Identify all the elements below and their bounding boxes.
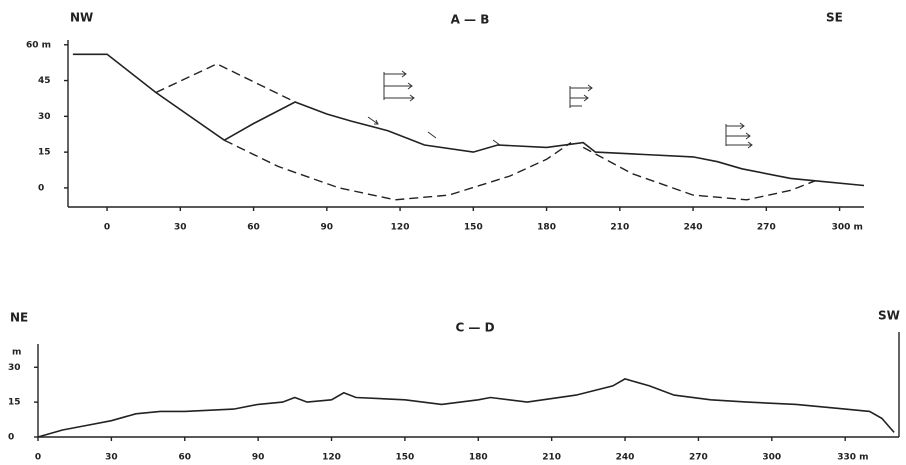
x-tick-label: 150 [464, 223, 483, 233]
left-label: NW [70, 11, 93, 25]
x-tick-label: 240 [616, 453, 635, 463]
y-tick-label: 0 [38, 183, 44, 193]
x-tick-label: 210 [542, 453, 561, 463]
profile-line [582, 146, 816, 201]
y-tick-label: 15 [8, 398, 21, 408]
x-tick-label: 240 [684, 223, 703, 233]
right-label: SE [826, 11, 843, 25]
x-tick-label: 60 [178, 453, 191, 463]
left-label: NE [10, 311, 28, 325]
y-tick-label: 45 [38, 76, 51, 86]
x-tick-label: 270 [689, 453, 708, 463]
x-tick-label: 180 [469, 453, 488, 463]
profile-line [155, 63, 296, 103]
y-tick-label: 30 [8, 363, 21, 373]
x-tick-label: 30 [174, 223, 187, 233]
y-tick-label: 30 [38, 112, 51, 122]
profile-line [37, 378, 895, 438]
x-tick-label: 30 [105, 453, 118, 463]
x-tick-label: 120 [391, 223, 410, 233]
x-tick-label: 150 [396, 453, 415, 463]
y-tick-label: 15 [38, 148, 51, 158]
x-tick-label: 0 [35, 453, 41, 463]
x-tick-label: 270 [757, 223, 776, 233]
x-tick-label: 90 [321, 223, 334, 233]
y-tick-label: 60 m [26, 40, 51, 50]
profile-line [72, 53, 865, 187]
chart-title: C — D [455, 321, 494, 335]
x-tick-label: 120 [322, 453, 341, 463]
x-tick-label: 180 [537, 223, 556, 233]
profile-line [223, 139, 572, 201]
right-label: SW [878, 309, 900, 323]
x-tick-label: 90 [252, 453, 265, 463]
y-axis-label: m [12, 348, 21, 358]
x-tick-label: 330 m [837, 453, 868, 463]
y-tick-label: 0 [8, 433, 14, 443]
x-tick-label: 300 m [832, 223, 863, 233]
x-tick-label: 210 [610, 223, 629, 233]
x-tick-label: 60 [247, 223, 260, 233]
flow-icons [367, 70, 753, 149]
x-tick-label: 0 [104, 223, 110, 233]
chart-title: A — B [451, 13, 490, 27]
x-tick-label: 300 [762, 453, 781, 463]
